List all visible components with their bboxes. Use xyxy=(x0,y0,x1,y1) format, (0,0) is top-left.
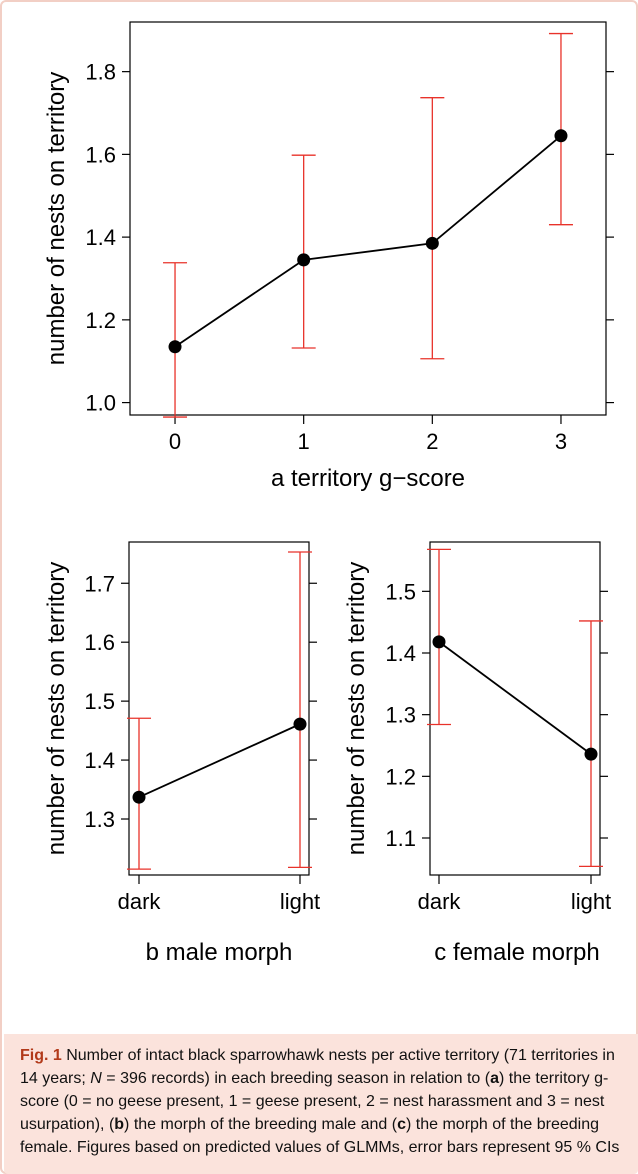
panel-b-ytick-label: 1.5 xyxy=(84,689,115,714)
panel-c-series-line xyxy=(438,641,592,755)
panel-b-ytick-label: 1.7 xyxy=(84,571,115,596)
caption-text-1: Number of intact black sparrowhawk nests… xyxy=(20,1047,615,1087)
panel-a-ytick-label: 1.4 xyxy=(85,225,116,250)
panel-c-data-point xyxy=(432,635,446,649)
caption-text-2: = 396 records) in each breeding season i… xyxy=(101,1070,491,1087)
panel-c-ytick-label: 1.4 xyxy=(385,641,416,666)
panel-b-data-point xyxy=(293,717,307,731)
panel-b-x-axis-label: b male morph xyxy=(146,939,293,966)
caption-text-5: ) the morph of the breeding female. Figu… xyxy=(20,1116,620,1156)
panel-c-data-point xyxy=(584,747,598,761)
panel-c-ytick-label: 1.2 xyxy=(385,764,416,789)
panel-c-xtick-label: light xyxy=(571,889,611,914)
caption-label: Fig. 1 xyxy=(20,1047,62,1064)
caption-ref-c: c xyxy=(397,1116,406,1133)
panel-a-ytick-label: 1.0 xyxy=(85,391,116,416)
panel-a-data-point xyxy=(554,129,568,143)
panel-a-xtick-label: 2 xyxy=(426,429,438,454)
panel-c-y-axis-label: number of nests on territory xyxy=(343,562,370,855)
panel-a-data-point xyxy=(168,340,182,354)
panel-a-ytick-label: 1.2 xyxy=(85,308,116,333)
panel-a-series-line xyxy=(174,135,562,348)
panel-b-ytick-label: 1.4 xyxy=(84,748,115,773)
panel-a-plot-frame xyxy=(129,21,607,416)
chart-canvas: 1.0 1.2 1.4 1.6 1.8 0 1 2 3 a territory g−score nu… xyxy=(43,21,614,966)
panel-b-ytick-label: 1.6 xyxy=(84,630,115,655)
panel-b-data-point xyxy=(132,790,146,804)
panel-b-series-line xyxy=(138,723,301,799)
caption-n-symbol: N xyxy=(90,1070,102,1087)
panel-c-plot-frame xyxy=(429,541,601,876)
panel-a-x-axis-label: a territory g−score xyxy=(271,465,465,492)
panel-a-y-axis-label: number of nests on territory xyxy=(43,72,70,365)
panel-a-xtick-label: 3 xyxy=(555,429,567,454)
panel-c-x-axis-label: c female morph xyxy=(434,939,599,966)
caption-ref-b: b xyxy=(114,1116,125,1133)
panel-a-ytick-label: 1.8 xyxy=(85,60,116,85)
figure-caption: Fig. 1 Number of intact black sparrowhaw… xyxy=(4,1034,638,1174)
panel-a-xtick-label: 0 xyxy=(169,429,181,454)
panel-c-ytick-label: 1.5 xyxy=(385,579,416,604)
panel-b-plot-frame xyxy=(128,541,310,876)
panel-a-data-point xyxy=(297,253,311,267)
panel-c-xtick-label: dark xyxy=(418,889,462,914)
panel-b-xtick-label: light xyxy=(280,889,320,914)
panel-c-ytick-label: 1.3 xyxy=(385,703,416,728)
panel-c-ytick-label: 1.1 xyxy=(385,826,416,851)
caption-text-3: ) the territory g-score (0 = no geese pr… xyxy=(20,1070,609,1133)
panel-b-xtick-label: dark xyxy=(118,889,162,914)
panel-b-ytick-label: 1.3 xyxy=(84,807,115,832)
caption-text-4: ) the morph of the breeding male and ( xyxy=(124,1116,398,1133)
panel-a-ytick-label: 1.6 xyxy=(85,142,116,167)
panel-b-y-axis-label: number of nests on territory xyxy=(43,562,70,855)
panel-a-data-point xyxy=(425,236,439,250)
caption-ref-a: a xyxy=(490,1070,499,1087)
panel-a-xtick-label: 1 xyxy=(298,429,310,454)
